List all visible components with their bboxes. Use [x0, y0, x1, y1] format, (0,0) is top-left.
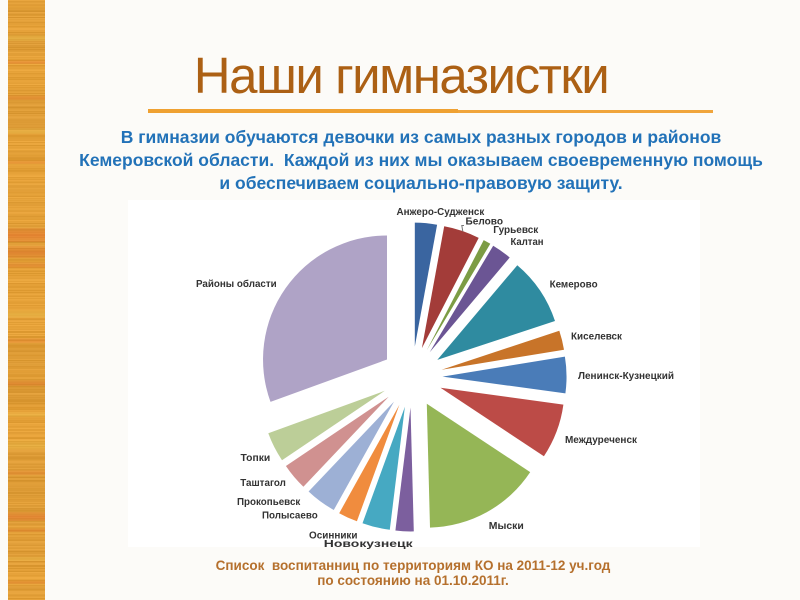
svg-text:Топки: Топки — [241, 453, 271, 464]
svg-text:Районы области: Районы области — [196, 278, 277, 290]
svg-text:Калтан: Калтан — [511, 237, 544, 248]
svg-text:Таштагол: Таштагол — [240, 478, 286, 489]
svg-text:Ленинск-Кузнецкий: Ленинск-Кузнецкий — [578, 371, 674, 382]
svg-text:Гурьевск: Гурьевск — [493, 225, 539, 236]
svg-text:Киселевск: Киселевск — [571, 332, 623, 343]
svg-text:Мыски: Мыски — [489, 521, 524, 532]
svg-text:Полысаево: Полысаево — [262, 511, 318, 522]
svg-text:Кемерово: Кемерово — [550, 279, 598, 290]
svg-text:Осинники: Осинники — [309, 531, 358, 542]
svg-text:Новокузнецк: Новокузнецк — [324, 539, 414, 550]
svg-text:Междуреченск: Междуреченск — [565, 435, 638, 446]
svg-text:Анжеро-Судженск: Анжеро-Судженск — [397, 207, 486, 218]
svg-text:Прокопьевск: Прокопьевск — [237, 497, 301, 508]
svg-text:Белово: Белово — [466, 217, 504, 228]
